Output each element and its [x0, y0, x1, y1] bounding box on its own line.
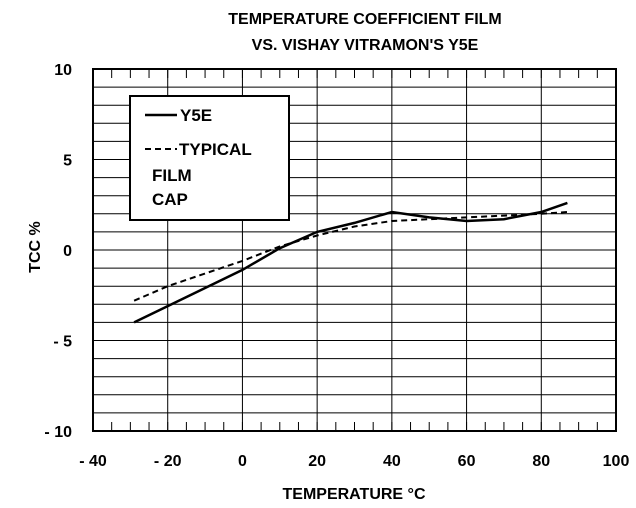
y-tick-label: 10: [54, 62, 72, 79]
y-axis-title: TCC %: [27, 221, 44, 273]
series-layer: [133, 201, 568, 324]
y5e-line: [133, 201, 568, 324]
y-tick-label: 5: [63, 153, 72, 170]
legend-label-film: FILM: [152, 166, 192, 185]
y-tick-label: 0: [63, 243, 72, 260]
x-tick-labels: - 40 - 20 0 20 40 60 80 100: [79, 453, 629, 470]
chart-title-line-1: TEMPERATURE COEFFICIENT FILM: [228, 11, 501, 28]
x-tick-label: 60: [458, 453, 476, 470]
y-tick-labels: 10 5 0 - 5 - 10: [44, 62, 72, 441]
y-tick-label: - 10: [44, 424, 72, 441]
x-axis-title: TEMPERATURE °C: [283, 486, 426, 503]
x-tick-label: - 40: [79, 453, 107, 470]
chart-title-line-2: VS. VISHAY VITRAMON'S Y5E: [252, 37, 479, 54]
legend-box: [129, 95, 290, 221]
plot-frame: [92, 68, 617, 432]
x-tick-label: 100: [603, 453, 630, 470]
y-tick-label: - 5: [53, 334, 72, 351]
x-tick-label: 40: [383, 453, 401, 470]
x-tick-label: 0: [238, 453, 247, 470]
legend: Y5E TYPICAL FILM CAP: [129, 95, 290, 221]
x-tick-label: 80: [532, 453, 550, 470]
x-tick-label: 20: [308, 453, 326, 470]
legend-label-cap: CAP: [152, 190, 188, 209]
legend-label-y5e: Y5E: [180, 106, 212, 125]
axis-ticks: [111, 69, 598, 431]
typical-film-cap-line: [133, 211, 568, 302]
x-tick-label: - 20: [154, 453, 182, 470]
legend-label-typical: TYPICAL: [179, 140, 252, 159]
